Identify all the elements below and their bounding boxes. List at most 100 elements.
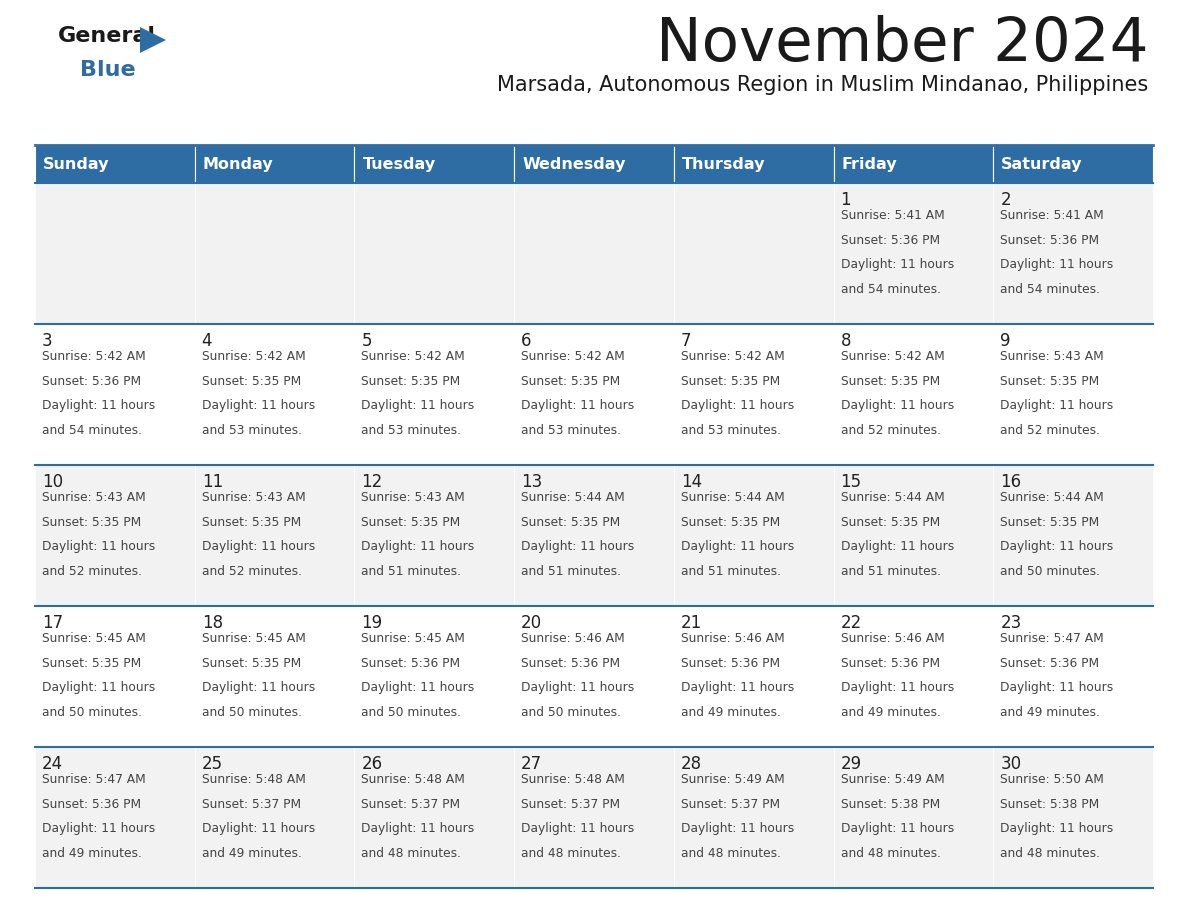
Text: Daylight: 11 hours: Daylight: 11 hours bbox=[202, 681, 315, 694]
Text: 10: 10 bbox=[42, 473, 63, 491]
Bar bbox=[514, 145, 674, 183]
Text: Daylight: 11 hours: Daylight: 11 hours bbox=[1000, 823, 1113, 835]
Text: Daylight: 11 hours: Daylight: 11 hours bbox=[681, 823, 794, 835]
Bar bbox=[354, 465, 514, 606]
Bar bbox=[674, 324, 834, 465]
Text: 12: 12 bbox=[361, 473, 383, 491]
Bar bbox=[34, 324, 195, 465]
Text: Sunset: 5:35 PM: Sunset: 5:35 PM bbox=[681, 375, 781, 387]
Text: Sunrise: 5:48 AM: Sunrise: 5:48 AM bbox=[361, 773, 466, 786]
Text: Sunrise: 5:42 AM: Sunrise: 5:42 AM bbox=[361, 350, 466, 363]
Text: Sunset: 5:36 PM: Sunset: 5:36 PM bbox=[42, 375, 141, 387]
Text: 13: 13 bbox=[522, 473, 543, 491]
Text: Daylight: 11 hours: Daylight: 11 hours bbox=[361, 681, 475, 694]
Text: Sunrise: 5:42 AM: Sunrise: 5:42 AM bbox=[841, 350, 944, 363]
Text: Daylight: 11 hours: Daylight: 11 hours bbox=[202, 541, 315, 554]
Text: 9: 9 bbox=[1000, 332, 1011, 350]
Bar bbox=[514, 465, 674, 606]
Text: Blue: Blue bbox=[80, 60, 135, 80]
Text: 17: 17 bbox=[42, 614, 63, 632]
Text: and 52 minutes.: and 52 minutes. bbox=[841, 424, 941, 437]
Text: Sunrise: 5:42 AM: Sunrise: 5:42 AM bbox=[42, 350, 146, 363]
Text: 11: 11 bbox=[202, 473, 223, 491]
Text: Sunset: 5:35 PM: Sunset: 5:35 PM bbox=[1000, 375, 1100, 387]
Bar bbox=[674, 747, 834, 888]
Text: Sunset: 5:36 PM: Sunset: 5:36 PM bbox=[361, 656, 461, 669]
Bar bbox=[514, 324, 674, 465]
Text: Sunset: 5:37 PM: Sunset: 5:37 PM bbox=[361, 798, 461, 811]
Text: 4: 4 bbox=[202, 332, 213, 350]
Bar bbox=[195, 183, 354, 324]
Text: Sunrise: 5:42 AM: Sunrise: 5:42 AM bbox=[202, 350, 305, 363]
Text: Sunset: 5:38 PM: Sunset: 5:38 PM bbox=[1000, 798, 1100, 811]
Text: Sunrise: 5:44 AM: Sunrise: 5:44 AM bbox=[681, 491, 784, 504]
Text: Sunset: 5:35 PM: Sunset: 5:35 PM bbox=[681, 516, 781, 529]
Text: Sunset: 5:38 PM: Sunset: 5:38 PM bbox=[841, 798, 940, 811]
Text: and 52 minutes.: and 52 minutes. bbox=[1000, 424, 1100, 437]
Bar bbox=[993, 183, 1154, 324]
Text: and 48 minutes.: and 48 minutes. bbox=[1000, 847, 1100, 860]
Bar bbox=[993, 465, 1154, 606]
Bar bbox=[834, 324, 993, 465]
Text: Daylight: 11 hours: Daylight: 11 hours bbox=[361, 823, 475, 835]
Text: and 53 minutes.: and 53 minutes. bbox=[202, 424, 302, 437]
Text: Sunrise: 5:45 AM: Sunrise: 5:45 AM bbox=[361, 632, 466, 645]
Text: and 52 minutes.: and 52 minutes. bbox=[202, 565, 302, 578]
Text: and 54 minutes.: and 54 minutes. bbox=[1000, 283, 1100, 296]
Text: Sunrise: 5:41 AM: Sunrise: 5:41 AM bbox=[1000, 209, 1104, 222]
Text: Sunrise: 5:46 AM: Sunrise: 5:46 AM bbox=[522, 632, 625, 645]
Text: and 54 minutes.: and 54 minutes. bbox=[841, 283, 941, 296]
Text: Daylight: 11 hours: Daylight: 11 hours bbox=[841, 681, 954, 694]
Text: Sunrise: 5:45 AM: Sunrise: 5:45 AM bbox=[202, 632, 305, 645]
Text: 1: 1 bbox=[841, 191, 851, 209]
Text: Daylight: 11 hours: Daylight: 11 hours bbox=[1000, 541, 1113, 554]
Bar bbox=[34, 145, 195, 183]
Text: and 53 minutes.: and 53 minutes. bbox=[522, 424, 621, 437]
Text: Sunset: 5:35 PM: Sunset: 5:35 PM bbox=[202, 516, 301, 529]
Text: Daylight: 11 hours: Daylight: 11 hours bbox=[841, 823, 954, 835]
Text: and 50 minutes.: and 50 minutes. bbox=[1000, 565, 1100, 578]
Text: 21: 21 bbox=[681, 614, 702, 632]
Text: Sunset: 5:35 PM: Sunset: 5:35 PM bbox=[1000, 516, 1100, 529]
Text: 18: 18 bbox=[202, 614, 223, 632]
Text: 29: 29 bbox=[841, 755, 861, 773]
Text: 14: 14 bbox=[681, 473, 702, 491]
Bar bbox=[674, 183, 834, 324]
Text: 28: 28 bbox=[681, 755, 702, 773]
Text: Daylight: 11 hours: Daylight: 11 hours bbox=[42, 823, 156, 835]
Text: Sunrise: 5:49 AM: Sunrise: 5:49 AM bbox=[841, 773, 944, 786]
Text: 8: 8 bbox=[841, 332, 851, 350]
Text: Sunrise: 5:46 AM: Sunrise: 5:46 AM bbox=[681, 632, 784, 645]
Bar bbox=[34, 465, 195, 606]
Bar bbox=[34, 747, 195, 888]
Text: Saturday: Saturday bbox=[1001, 156, 1082, 172]
Bar bbox=[674, 145, 834, 183]
Text: Sunrise: 5:47 AM: Sunrise: 5:47 AM bbox=[1000, 632, 1104, 645]
Text: Monday: Monday bbox=[203, 156, 273, 172]
Text: and 48 minutes.: and 48 minutes. bbox=[841, 847, 941, 860]
Bar bbox=[354, 606, 514, 747]
Text: Sunset: 5:37 PM: Sunset: 5:37 PM bbox=[522, 798, 620, 811]
Text: Sunset: 5:35 PM: Sunset: 5:35 PM bbox=[361, 375, 461, 387]
Text: Sunrise: 5:49 AM: Sunrise: 5:49 AM bbox=[681, 773, 784, 786]
Polygon shape bbox=[140, 27, 166, 53]
Text: Sunrise: 5:42 AM: Sunrise: 5:42 AM bbox=[522, 350, 625, 363]
Text: Daylight: 11 hours: Daylight: 11 hours bbox=[42, 399, 156, 412]
Text: Sunset: 5:36 PM: Sunset: 5:36 PM bbox=[42, 798, 141, 811]
Text: Sunset: 5:37 PM: Sunset: 5:37 PM bbox=[681, 798, 781, 811]
Text: November 2024: November 2024 bbox=[656, 15, 1148, 74]
Text: Sunset: 5:35 PM: Sunset: 5:35 PM bbox=[202, 656, 301, 669]
Text: Sunrise: 5:43 AM: Sunrise: 5:43 AM bbox=[42, 491, 146, 504]
Text: Wednesday: Wednesday bbox=[523, 156, 626, 172]
Bar bbox=[834, 747, 993, 888]
Text: Sunrise: 5:45 AM: Sunrise: 5:45 AM bbox=[42, 632, 146, 645]
Text: Sunset: 5:35 PM: Sunset: 5:35 PM bbox=[42, 656, 141, 669]
Text: and 48 minutes.: and 48 minutes. bbox=[361, 847, 461, 860]
Bar bbox=[834, 183, 993, 324]
Text: and 50 minutes.: and 50 minutes. bbox=[202, 706, 302, 719]
Bar bbox=[993, 606, 1154, 747]
Bar bbox=[993, 145, 1154, 183]
Text: Sunrise: 5:41 AM: Sunrise: 5:41 AM bbox=[841, 209, 944, 222]
Text: Sunrise: 5:43 AM: Sunrise: 5:43 AM bbox=[1000, 350, 1104, 363]
Text: Daylight: 11 hours: Daylight: 11 hours bbox=[361, 399, 475, 412]
